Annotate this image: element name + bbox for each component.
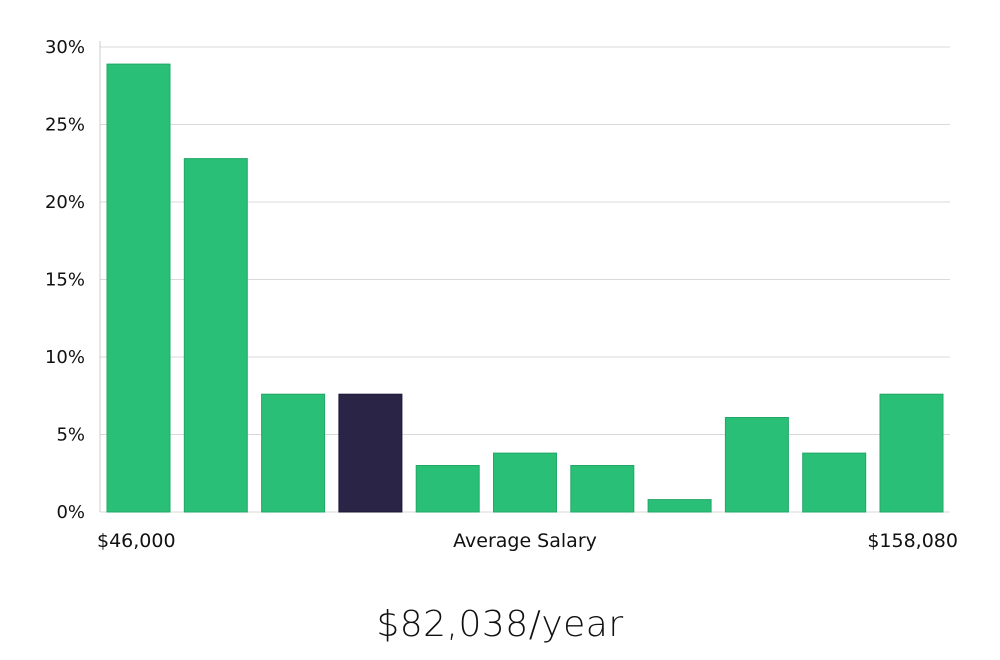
y-tick-label: 5% <box>56 425 85 446</box>
y-tick-label: 10% <box>45 347 85 368</box>
x-axis-max-label: $158,080 <box>867 530 958 552</box>
x-axis-title: Average Salary <box>453 530 597 552</box>
x-axis-min-label: $46,000 <box>97 530 176 552</box>
y-tick-label: 30% <box>45 37 85 58</box>
bar <box>106 63 171 513</box>
bars <box>106 63 944 513</box>
bar <box>724 417 789 513</box>
bar <box>647 499 712 513</box>
y-tick-label: 0% <box>56 502 85 523</box>
y-axis-ticks: 0% 5% 10% 15% 20% 25% 30% <box>45 37 85 523</box>
bar <box>879 393 944 513</box>
bar <box>802 452 867 513</box>
average-salary-value: $82,038/year <box>376 604 624 645</box>
y-tick-label: 20% <box>45 192 85 213</box>
bar <box>570 465 635 513</box>
y-tick-label: 25% <box>45 115 85 136</box>
bar <box>493 452 557 513</box>
salary-histogram: 0% 5% 10% 15% 20% 25% 30% $46,000 Average Sala… <box>45 37 958 552</box>
bar <box>183 158 248 513</box>
y-tick-label: 15% <box>45 270 85 291</box>
bar-highlighted <box>338 393 403 513</box>
bar <box>261 393 326 513</box>
bar <box>415 465 480 513</box>
